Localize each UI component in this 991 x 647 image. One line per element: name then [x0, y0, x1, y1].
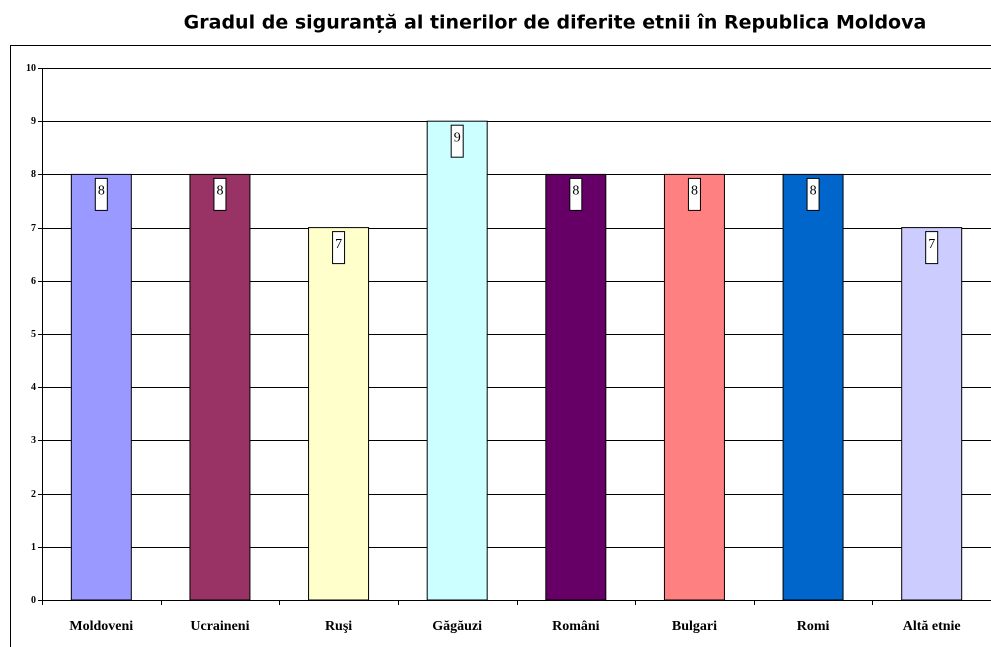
- bar: [189, 173, 251, 601]
- x-tick-label: Ruşi: [325, 619, 352, 634]
- value-label-box: [569, 177, 583, 211]
- chart-title: Gradul de siguranță al tinerilor de dife…: [184, 12, 927, 34]
- y-tick-label: 0: [31, 595, 36, 606]
- bar: [545, 173, 607, 601]
- y-tick-label: 4: [31, 382, 36, 393]
- value-label: 8: [691, 184, 698, 199]
- y-tick-label: 6: [31, 276, 36, 287]
- value-label-box: [925, 231, 939, 265]
- y-tick-label: 1: [31, 542, 36, 553]
- y-tick-label: 7: [31, 223, 36, 234]
- value-label-box: [213, 177, 227, 211]
- x-tick-label: Altă etnie: [903, 619, 961, 634]
- y-tick-label: 10: [26, 63, 36, 74]
- value-label: 8: [98, 184, 105, 199]
- bar: [782, 173, 844, 601]
- x-tick-label: Romi: [797, 619, 830, 634]
- bar: [308, 227, 370, 601]
- y-tick-label: 3: [31, 435, 36, 446]
- x-tick-label: Moldoveni: [69, 619, 133, 634]
- y-tick-label: 8: [31, 169, 36, 180]
- bar: [901, 227, 963, 601]
- value-label-box: [94, 177, 108, 211]
- value-label: 9: [454, 130, 461, 145]
- bar: [426, 120, 488, 601]
- value-label: 7: [335, 237, 342, 252]
- value-label-box: [332, 231, 346, 265]
- y-tick-label: 5: [31, 329, 36, 340]
- value-label: 8: [572, 184, 579, 199]
- value-label: 7: [928, 237, 935, 252]
- value-label-box: [806, 177, 820, 211]
- y-tick-label: 2: [31, 489, 36, 500]
- x-tick-label: Bulgari: [672, 619, 717, 634]
- bar: [70, 173, 132, 601]
- value-label: 8: [810, 184, 817, 199]
- value-label-box: [450, 124, 464, 158]
- x-tick-label: Români: [552, 619, 600, 634]
- x-tick-label: Găgăuzi: [432, 619, 482, 634]
- x-tick-label: Ucraineni: [190, 619, 249, 634]
- bar: [663, 173, 725, 601]
- value-label: 8: [216, 184, 223, 199]
- value-label-box: [687, 177, 701, 211]
- y-tick-label: 9: [31, 116, 36, 127]
